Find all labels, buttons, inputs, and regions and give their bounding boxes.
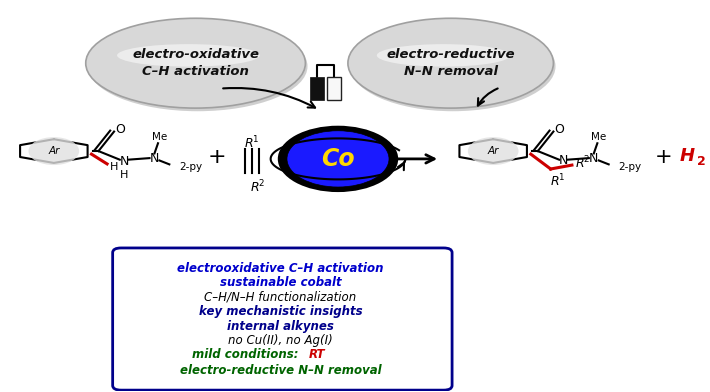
Text: Me: Me: [152, 132, 167, 142]
Text: internal alkynes: internal alkynes: [227, 319, 334, 332]
Circle shape: [278, 126, 398, 192]
Text: RT: RT: [309, 348, 326, 361]
Circle shape: [28, 137, 80, 165]
Text: 2-py: 2-py: [179, 162, 202, 172]
Text: N: N: [589, 152, 599, 165]
Text: C–H/N–H functionalization: C–H/N–H functionalization: [204, 291, 356, 304]
Text: 2-py: 2-py: [618, 162, 642, 172]
Text: N: N: [559, 154, 568, 167]
Text: O: O: [554, 123, 564, 136]
Text: electrooxidative C–H activation: electrooxidative C–H activation: [178, 262, 384, 275]
Text: Ar: Ar: [48, 146, 60, 156]
Text: Ar: Ar: [488, 146, 499, 156]
Text: Co: Co: [321, 147, 355, 171]
Text: N: N: [150, 152, 159, 165]
Ellipse shape: [350, 22, 555, 111]
Ellipse shape: [377, 44, 510, 67]
Text: R$^2$: R$^2$: [250, 179, 266, 196]
FancyBboxPatch shape: [113, 248, 452, 390]
Text: electro-oxidative
C–H activation: electro-oxidative C–H activation: [132, 48, 259, 78]
Bar: [327, 77, 341, 100]
Text: 2: 2: [697, 155, 705, 168]
Text: electro-reductive N–N removal: electro-reductive N–N removal: [180, 364, 381, 377]
Text: R$^2$: R$^2$: [575, 155, 590, 171]
Text: Me: Me: [591, 132, 606, 142]
Text: H: H: [120, 169, 129, 180]
Text: R$^1$: R$^1$: [550, 173, 566, 190]
Text: +: +: [655, 147, 672, 167]
Circle shape: [468, 137, 518, 165]
Ellipse shape: [88, 22, 307, 111]
Text: electro-reductive
N–N removal: electro-reductive N–N removal: [386, 48, 515, 78]
Circle shape: [287, 131, 389, 187]
Ellipse shape: [86, 18, 305, 108]
Text: +: +: [207, 147, 226, 167]
Text: O: O: [115, 123, 125, 136]
Ellipse shape: [117, 44, 260, 67]
Text: key mechanistic insights: key mechanistic insights: [199, 305, 362, 318]
Text: H: H: [110, 162, 119, 172]
Text: no Cu(II), no Ag(I): no Cu(II), no Ag(I): [228, 334, 333, 347]
Text: N: N: [119, 155, 129, 168]
Ellipse shape: [348, 18, 553, 108]
Text: mild conditions:: mild conditions:: [192, 348, 302, 361]
Text: sustainable cobalt: sustainable cobalt: [220, 276, 342, 289]
Text: R$^1$: R$^1$: [244, 135, 260, 152]
Text: H: H: [679, 147, 694, 165]
Bar: [310, 77, 324, 100]
